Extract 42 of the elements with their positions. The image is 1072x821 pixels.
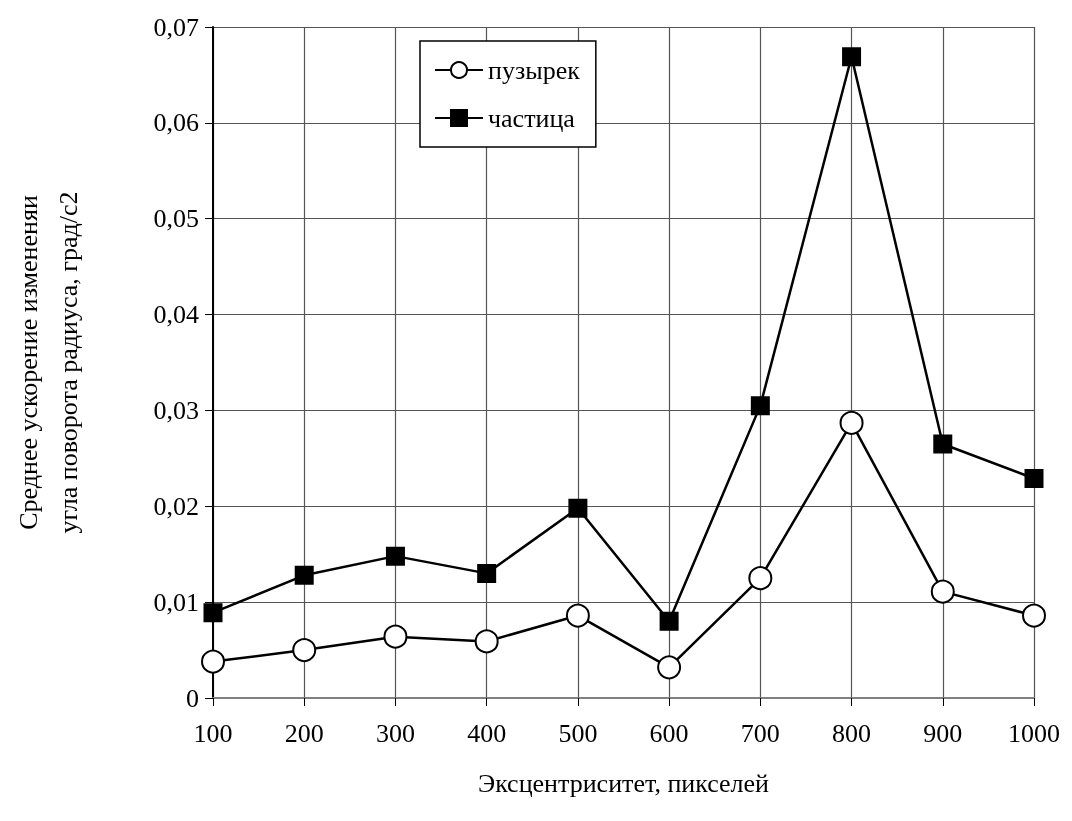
point: [930, 579, 955, 604]
x-tick-label: 500: [558, 718, 598, 748]
point: [203, 603, 223, 623]
point: [657, 655, 682, 680]
point: [1022, 603, 1046, 628]
x-tick-label: 600: [649, 718, 689, 748]
y-tick-label: 0,07: [153, 12, 199, 42]
point: [383, 624, 408, 649]
y-tick-label: 0,01: [153, 587, 199, 617]
y-tick-label: 0,05: [153, 204, 199, 234]
point: [474, 629, 499, 654]
point: [839, 410, 864, 435]
y-tick-label: 0,03: [153, 395, 199, 425]
point: [659, 611, 679, 631]
x-axis-title: Эксцентриситет, пикселей: [477, 768, 770, 798]
x-tick-label: 700: [740, 718, 780, 748]
point: [294, 565, 314, 585]
y-axis-title: Среднее ускорение измененяи угла поворота радиуса, град/с2: [13, 191, 83, 534]
legend-label: пузырек: [488, 55, 581, 85]
y-tick-label: 0,06: [153, 108, 199, 138]
point: [748, 566, 773, 591]
y-tick-label: 0,04: [153, 300, 199, 330]
point: [201, 649, 225, 674]
y-tick-label: 0: [186, 683, 199, 713]
x-tick-label: 100: [193, 718, 233, 748]
point: [842, 47, 862, 67]
point: [292, 638, 317, 663]
x-tick-label: 800: [832, 718, 872, 748]
point: [565, 603, 590, 628]
point: [568, 498, 588, 518]
point: [477, 563, 497, 583]
x-tick-label: 900: [923, 718, 963, 748]
x-tick-label: 300: [375, 718, 415, 748]
point: [1024, 468, 1044, 488]
x-tick-label: 200: [284, 718, 324, 748]
legend-label: частица: [488, 103, 576, 133]
point: [385, 546, 405, 566]
point: [933, 434, 953, 454]
x-tick-label: 400: [467, 718, 507, 748]
x-tick-label: 1000: [1008, 718, 1060, 748]
point: [750, 396, 770, 416]
y-tick-label: 0,02: [153, 491, 199, 521]
